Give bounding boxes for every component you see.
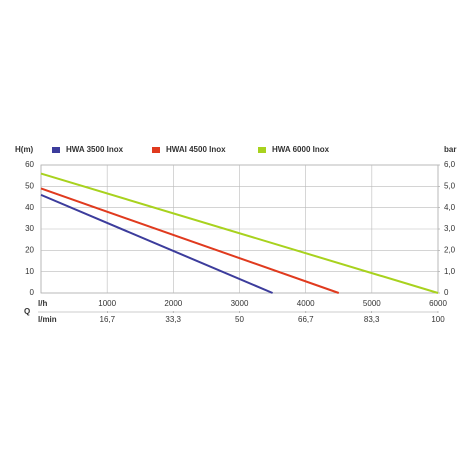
x2-tick-label: 16,7 xyxy=(100,315,116,324)
legend-label: HWA 6000 Inox xyxy=(272,145,330,154)
series-line xyxy=(40,187,340,294)
x2-tick-label: 33,3 xyxy=(165,315,181,324)
x-tick-label: 2000 xyxy=(164,299,182,308)
y2-tick-label: 4,0 xyxy=(444,203,456,212)
y-tick-label: 0 xyxy=(30,288,35,297)
x2-tick-label: 50 xyxy=(235,315,244,324)
y-tick-label: 40 xyxy=(25,203,34,212)
x2-tick-label: 66,7 xyxy=(298,315,314,324)
series-line xyxy=(40,172,439,294)
legend-swatch xyxy=(52,147,60,153)
series-line xyxy=(40,193,273,294)
legend-label: HWAI 4500 Inox xyxy=(166,145,226,154)
x2-tick-label: 83,3 xyxy=(364,315,380,324)
legend-swatch xyxy=(258,147,266,153)
x2-tick-label: 100 xyxy=(431,315,445,324)
y2-tick-label: 3,0 xyxy=(444,224,456,233)
y2-tick-label: 2,0 xyxy=(444,245,456,254)
x2-axis-label: l/min xyxy=(38,315,57,324)
legend-label: HWA 3500 Inox xyxy=(66,145,124,154)
y2-axis-label: bar xyxy=(444,145,456,154)
x-axis-label: l/h xyxy=(38,299,47,308)
x-tick-label: 3000 xyxy=(231,299,249,308)
x-tick-label: 5000 xyxy=(363,299,381,308)
y-tick-label: 30 xyxy=(25,224,34,233)
y2-tick-label: 1,0 xyxy=(444,267,456,276)
x-tick-label: 6000 xyxy=(429,299,447,308)
x-axis-title: Q xyxy=(24,307,30,316)
y2-tick-label: 5,0 xyxy=(444,181,456,190)
y-axis-label: H(m) xyxy=(15,145,34,154)
y2-tick-label: 6,0 xyxy=(444,160,456,169)
y2-tick-label: 0 xyxy=(444,288,449,297)
x-tick-label: 1000 xyxy=(98,299,116,308)
y-tick-label: 50 xyxy=(25,181,34,190)
x-tick-label: 4000 xyxy=(297,299,315,308)
y-tick-label: 10 xyxy=(25,267,34,276)
y-tick-label: 20 xyxy=(25,245,34,254)
legend-swatch xyxy=(152,147,160,153)
y-tick-label: 60 xyxy=(25,160,34,169)
